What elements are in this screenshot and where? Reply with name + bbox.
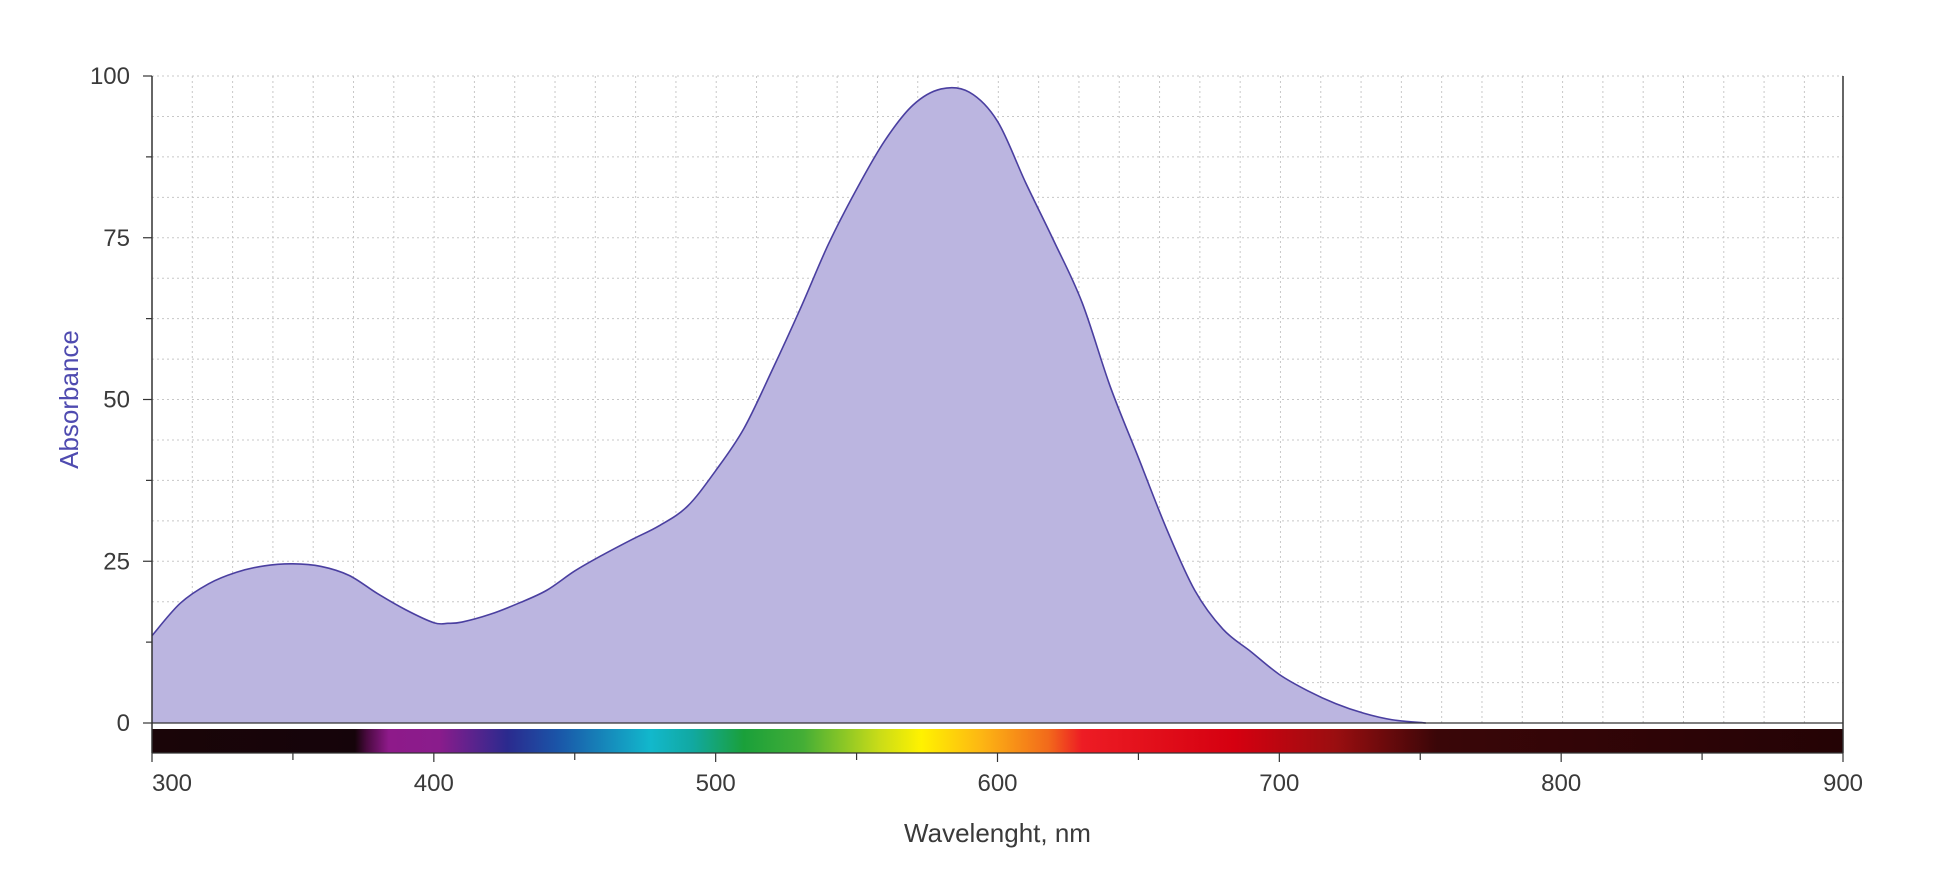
y-tick-label: 0 — [117, 710, 130, 737]
x-tick-label: 300 — [152, 770, 192, 797]
y-tick-label: 25 — [103, 548, 130, 575]
x-axis-title: Wavelenght, nm — [904, 818, 1091, 848]
y-tick-label: 75 — [103, 225, 130, 252]
x-axis-ticks: 300 400 500 600 700 800 900 — [151, 753, 1863, 797]
x-tick-label: 900 — [1823, 770, 1863, 797]
x-tick-label: 600 — [977, 770, 1017, 797]
y-tick-label: 100 — [90, 63, 130, 90]
visible-spectrum-bar — [152, 729, 1843, 753]
x-tick-label: 500 — [696, 770, 736, 797]
y-axis-title: Absorbance — [54, 330, 84, 469]
y-tick-label: 50 — [103, 387, 130, 414]
x-tick-label: 700 — [1259, 770, 1299, 797]
x-tick-label: 400 — [414, 770, 454, 797]
absorbance-area — [152, 87, 1426, 724]
x-tick-label: 800 — [1541, 770, 1581, 797]
y-axis-ticks: 0 25 50 75 100 — [90, 63, 152, 737]
absorbance-curve — [151, 86, 1426, 724]
